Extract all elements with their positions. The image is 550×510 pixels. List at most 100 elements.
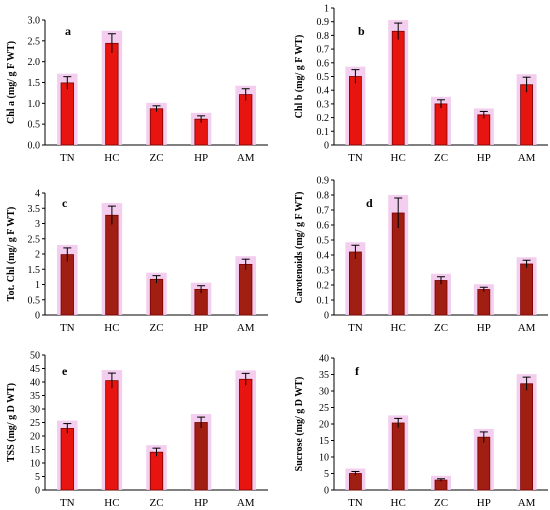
y-tick-label: 0 [35, 486, 40, 497]
y-tick-label: 3.0 [28, 16, 41, 27]
y-tick-label: 40 [30, 378, 40, 389]
bar-TN [60, 428, 74, 491]
bar-ZC [149, 278, 164, 316]
panel-label: b [358, 24, 365, 38]
y-axis-label: Chl b (mg/ g F WT) [294, 35, 305, 119]
bar-HP [477, 289, 491, 316]
y-tick-label: 1.5 [28, 265, 41, 276]
y-tick-label: 0.2 [317, 113, 330, 124]
bar-TN [349, 76, 362, 146]
y-tick-label: 20 [30, 432, 40, 443]
x-tick-label: AM [518, 152, 536, 164]
x-tick-label: ZC [434, 152, 448, 164]
y-tick-label: 0.3 [317, 266, 330, 277]
y-tick-label: 40 [319, 354, 329, 365]
x-tick-label: HC [391, 497, 406, 509]
y-tick-label: 0.1 [317, 296, 330, 307]
y-tick-label: 2.5 [28, 36, 41, 47]
bar-HP [477, 114, 491, 146]
panel-b: 0 0.1 0.2 0.3 0.4 0.5 0.6 0.7 0.8 0.9 1 TN HC ZC HP AM b… [294, 4, 548, 164]
bar-AM [520, 84, 533, 146]
x-tick-label: HC [391, 322, 406, 334]
y-tick-label: 0 [324, 311, 329, 322]
y-tick-label: 20 [319, 420, 329, 431]
y-tick-label: 15 [30, 445, 40, 456]
bar-ZC [434, 103, 448, 146]
bar-HC [391, 30, 405, 146]
bar-ZC [434, 280, 448, 316]
bar-HC [391, 212, 405, 316]
panel-label: c [62, 196, 68, 210]
panel-label: d [366, 196, 373, 210]
y-tick-label: 2.0 [28, 57, 41, 68]
bar-AM [520, 383, 533, 491]
y-tick-label: 1.0 [28, 99, 41, 110]
bar-ZC [149, 108, 164, 146]
y-tick-label: 30 [319, 387, 329, 398]
x-tick-label: HC [104, 322, 119, 334]
x-tick-label: ZC [149, 152, 163, 164]
x-tick-label: HP [477, 497, 491, 509]
y-tick-label: 0.3 [317, 99, 330, 110]
x-tick-label: AM [237, 152, 255, 164]
x-tick-label: ZC [434, 322, 448, 334]
x-tick-label: TN [348, 152, 363, 164]
y-tick-label: 1 [35, 280, 40, 291]
y-tick-label: 15 [319, 436, 329, 447]
bar-HP [194, 422, 208, 491]
y-tick-label: 2.5 [28, 234, 41, 245]
y-tick-label: 4 [35, 189, 40, 200]
bar-AM [239, 263, 253, 316]
bar-TN [60, 254, 74, 316]
x-tick-label: AM [237, 497, 255, 509]
panel-label: f [355, 364, 360, 378]
y-tick-label: 0 [35, 311, 40, 322]
x-tick-label: HC [104, 497, 119, 509]
bar-AM [239, 378, 253, 491]
y-tick-label: 0.2 [317, 281, 330, 292]
bar-HP [194, 118, 208, 146]
y-tick-label: 0.9 [317, 176, 330, 187]
y-tick-label: 0.4 [317, 86, 330, 97]
panel-label: a [65, 24, 71, 38]
y-tick-label: 25 [30, 418, 40, 429]
y-tick-label: 0.8 [317, 191, 330, 202]
y-tick-label: 10 [319, 453, 329, 464]
y-tick-label: 0.4 [317, 251, 330, 262]
y-tick-label: 35 [30, 391, 40, 402]
panel-a: 0.0 0.5 1.0 1.5 2.0 2.5 3.0 TN HC ZC HP AM a Chl a (m… [6, 16, 268, 164]
y-tick-label: 0.1 [317, 127, 330, 138]
y-tick-label: 0.8 [317, 31, 330, 42]
bar-HP [477, 436, 491, 491]
panel-c: 0 0.5 1 1.5 2 2.5 3 3.5 4 TN HC ZC HP AM c Tot. Chl (mg… [6, 189, 268, 334]
bar-HC [105, 42, 119, 146]
bar-HC [105, 380, 119, 491]
x-tick-label: HP [194, 152, 208, 164]
y-axis-label: Chl a (mg/ g F WT) [6, 41, 17, 124]
y-tick-label: 10 [30, 459, 40, 470]
y-tick-label: 5 [324, 469, 329, 480]
bar-HC [105, 214, 119, 316]
panel-e: 0 5 10 15 20 25 30 35 40 45 50 TN HC ZC HP AM e TSS (mg/ … [6, 351, 268, 509]
y-tick-label: 0.7 [317, 45, 330, 56]
panel-d: 0 0.1 0.2 0.3 0.4 0.5 0.6 0.7 0.8 0.9 TN HC ZC HP AM d C… [294, 176, 548, 334]
x-tick-label: TN [60, 152, 75, 164]
bar-ZC [434, 479, 448, 491]
x-tick-label: HP [477, 322, 491, 334]
y-tick-label: 0.7 [317, 206, 330, 217]
y-tick-label: 0.5 [317, 236, 330, 247]
y-tick-label: 5 [35, 472, 40, 483]
x-tick-label: ZC [149, 322, 163, 334]
y-axis-label: Carotenoids (mg/ g F WT) [294, 191, 305, 303]
x-tick-label: HP [477, 152, 491, 164]
y-tick-label: 0.5 [317, 72, 330, 83]
x-tick-label: TN [60, 497, 75, 509]
x-tick-label: ZC [149, 497, 163, 509]
y-axis-label: TSS (mg/ g D WT) [6, 383, 17, 462]
y-tick-label: 1.5 [28, 78, 41, 89]
panel-f: 0 5 10 15 20 25 30 35 40 TN HC ZC HP AM f Sucrose (mg/ … [294, 354, 548, 509]
y-tick-label: 0 [324, 141, 329, 152]
bar-HP [194, 288, 208, 316]
bar-TN [60, 82, 74, 146]
